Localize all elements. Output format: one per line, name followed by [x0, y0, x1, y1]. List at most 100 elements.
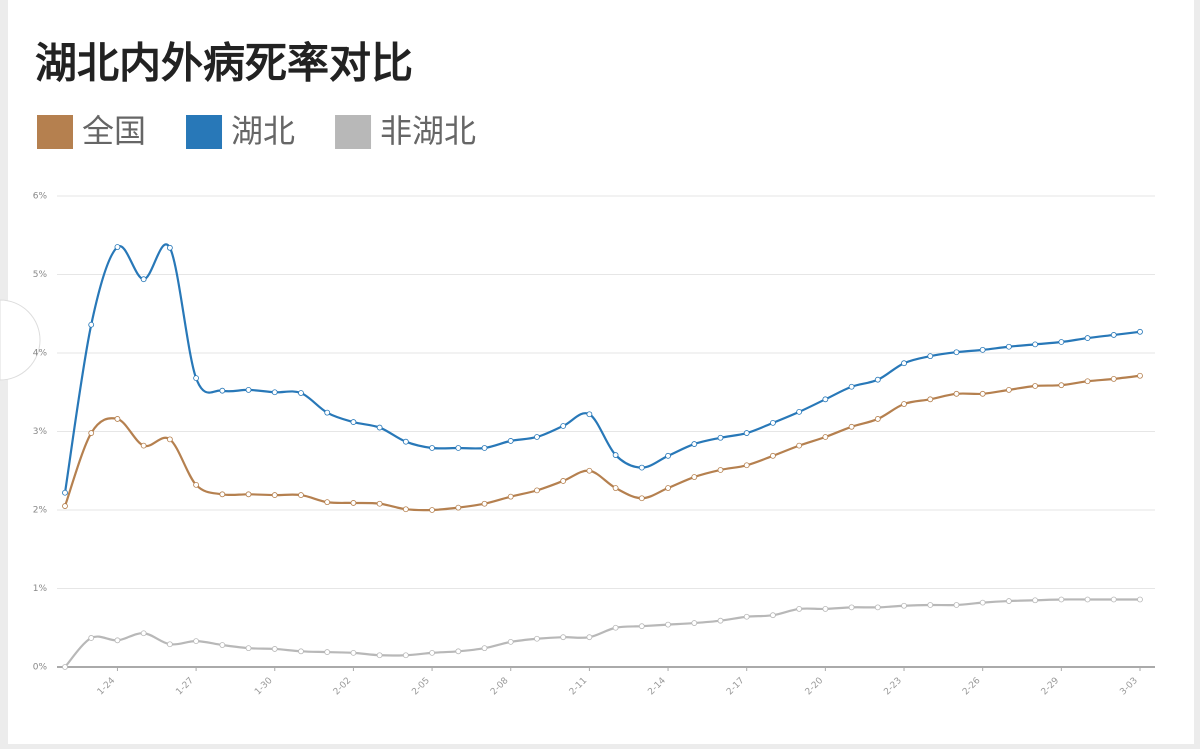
data-point: [62, 489, 68, 496]
y-tick-label: 1%: [33, 584, 48, 594]
data-point: [507, 493, 514, 500]
data-point: [140, 630, 147, 637]
y-tick-label: 0%: [33, 663, 48, 673]
legend: 全国 湖北 非湖北: [37, 112, 476, 150]
data-point: [350, 649, 357, 656]
data-point: [402, 438, 409, 445]
data-point: [62, 664, 68, 670]
data-point: [376, 652, 383, 659]
data-point: [429, 507, 435, 513]
data-point: [796, 408, 803, 415]
data-point: [927, 353, 934, 360]
chart-title: 湖北内外病死率对比: [35, 39, 413, 88]
data-point: [638, 623, 645, 630]
data-point: [114, 637, 121, 644]
data-point: [717, 467, 724, 473]
data-point: [979, 346, 986, 353]
data-point: [271, 646, 278, 652]
data-point: [848, 604, 855, 611]
data-point: [874, 416, 881, 422]
data-point: [481, 500, 488, 507]
data-point: [193, 481, 199, 488]
data-point: [507, 438, 514, 444]
data-point: [271, 492, 278, 498]
data-point: [88, 635, 95, 641]
data-point: [324, 649, 331, 655]
data-point: [743, 613, 750, 620]
data-point: [953, 390, 960, 397]
data-point: [1084, 596, 1091, 603]
data-point: [586, 634, 593, 641]
data-point: [88, 321, 95, 328]
data-point: [350, 500, 357, 506]
y-tick-label: 5%: [33, 270, 48, 280]
side-tab[interactable]: [0, 299, 41, 381]
data-point: [193, 638, 199, 644]
data-point: [691, 441, 698, 447]
data-point: [743, 430, 750, 436]
data-point: [901, 401, 907, 407]
data-point: [665, 621, 671, 628]
data-point: [743, 462, 750, 469]
data-point: [638, 464, 645, 471]
data-point: [298, 492, 304, 498]
data-point: [534, 487, 540, 494]
data-point: [219, 642, 226, 648]
data-point: [979, 599, 986, 606]
data-point: [219, 387, 226, 394]
legend-label: 全国: [82, 112, 146, 150]
data-point: [1058, 382, 1065, 389]
data-point: [140, 442, 147, 449]
data-point: [1006, 598, 1012, 604]
data-point: [114, 244, 121, 250]
data-point: [166, 641, 173, 648]
data-point: [874, 604, 881, 611]
data-point: [1084, 335, 1091, 341]
data-point: [901, 602, 907, 609]
data-point: [691, 620, 698, 626]
data-point: [193, 375, 199, 382]
data-point: [376, 424, 383, 431]
data-point: [822, 606, 829, 612]
y-tick-label: 3%: [33, 427, 48, 437]
data-point: [429, 649, 435, 656]
data-point: [770, 452, 776, 459]
data-point: [114, 416, 121, 422]
data-point: [770, 612, 776, 619]
data-point: [1006, 343, 1012, 350]
data-point: [1058, 596, 1065, 603]
legend-label: 非湖北: [380, 112, 476, 150]
legend-label: 湖北: [231, 112, 295, 150]
data-point: [770, 419, 776, 426]
data-point: [245, 491, 252, 498]
data-point: [1006, 386, 1012, 393]
data-point: [665, 452, 671, 459]
data-point: [560, 634, 567, 641]
data-point: [612, 485, 619, 491]
data-point: [586, 411, 593, 418]
data-point: [717, 617, 724, 624]
y-tick-label: 2%: [33, 506, 48, 516]
data-point: [62, 503, 68, 509]
data-point: [481, 445, 488, 451]
data-point: [140, 276, 147, 283]
data-point: [874, 376, 881, 383]
legend-swatch: [186, 115, 223, 149]
data-point: [455, 504, 462, 511]
data-point: [927, 396, 934, 403]
data-point: [534, 434, 540, 440]
data-point: [507, 638, 514, 645]
data-point: [534, 635, 540, 642]
data-point: [271, 389, 278, 396]
data-point: [691, 474, 698, 480]
data-point: [219, 491, 226, 498]
data-point: [927, 602, 934, 608]
data-point: [455, 648, 462, 655]
data-point: [665, 485, 671, 491]
y-tick-label: 4%: [33, 349, 48, 359]
data-point: [1058, 339, 1065, 345]
data-point: [979, 390, 986, 397]
data-point: [324, 409, 331, 416]
